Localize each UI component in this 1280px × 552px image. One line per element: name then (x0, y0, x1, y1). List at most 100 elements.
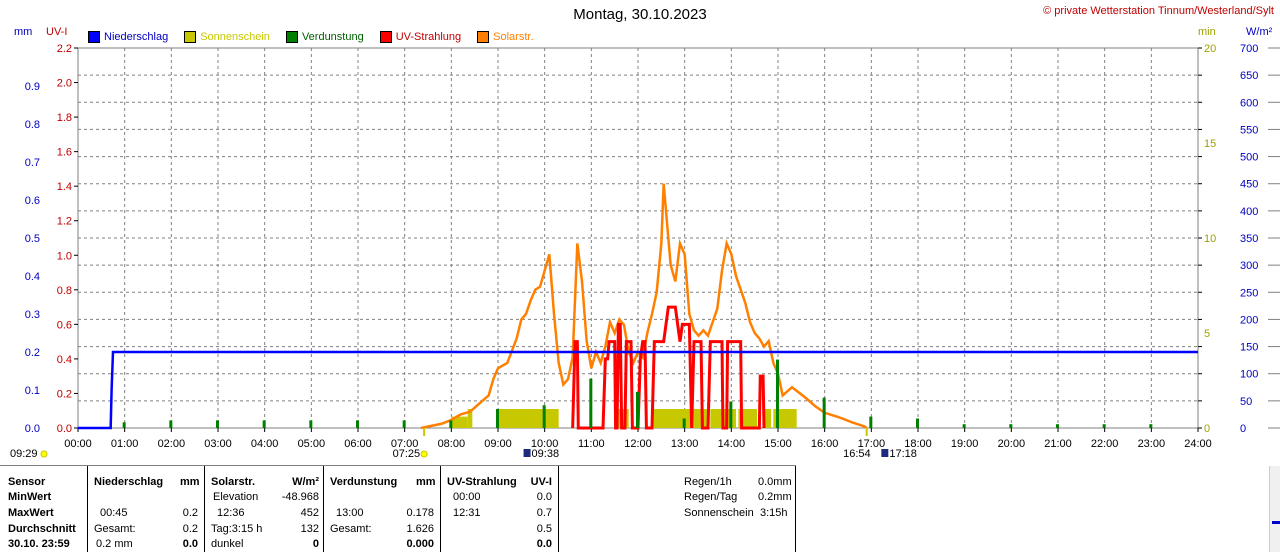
axis-x-tick: 20:00 (998, 438, 1026, 450)
sonnenschein-block (451, 416, 468, 428)
solar-unit: W/m² (292, 476, 319, 488)
legend-label: UV-Strahlung (395, 31, 462, 43)
axis-uv-tick: 0.0 (57, 423, 72, 435)
axis-min-tick: 20 (1204, 43, 1216, 55)
marker-max-time: 09:38 (532, 448, 560, 460)
legend-item-0: Niederschlag (88, 31, 168, 43)
chart-title: Montag, 30.10.2023 (573, 6, 707, 23)
legend-label: Solarstr. (493, 31, 534, 43)
axis-wm2-tick: 100 (1240, 369, 1258, 381)
axis-uv-tick: 1.8 (57, 112, 72, 124)
niederschlag-line (78, 350, 1198, 430)
verdunstung-bar (822, 397, 826, 428)
uv-min-time: 00:00 (453, 491, 481, 503)
axis-x-tick: 14:00 (718, 438, 746, 450)
niederschlag-total-label: Gesamt: (94, 523, 136, 535)
verdunstung-bar (589, 378, 593, 428)
marker-sunrise-time: 07:25 (393, 448, 421, 460)
axis-uv-tick: 2.2 (57, 43, 72, 55)
verdunstung-bar (869, 416, 873, 428)
axis-x-tick: 00:00 (64, 438, 92, 450)
legend-swatch (88, 31, 100, 43)
axis-x-tick: 22:00 (1091, 438, 1119, 450)
solar-dark-label: dunkel (211, 538, 244, 550)
axis-mm-tick: 0.8 (25, 119, 40, 131)
niederschlag-total-value: 0.2 (182, 523, 198, 535)
verdunstung-bar (449, 420, 453, 428)
table-label-date: 30.10. 23:59 (8, 538, 70, 550)
verdunstung-bar (916, 418, 919, 428)
niederschlag-unit: mm (180, 476, 200, 488)
verdunstung-bar (1056, 424, 1059, 428)
marker-left-time: 09:29 (10, 448, 38, 460)
solar-max-time: 12:36 (217, 507, 245, 519)
sonnenschein-block (764, 409, 771, 428)
solar-max-value: 452 (300, 507, 319, 519)
axis-x-tick: 04:00 (251, 438, 279, 450)
verdunstung-unit: mm (416, 476, 436, 488)
summary-sunshine-value: 3:15h (760, 507, 788, 519)
niederschlag-max-time: 00:45 (100, 507, 128, 519)
axis-wm2-tick: 250 (1240, 287, 1258, 299)
axis-mm-tick: 0.0 (25, 423, 40, 435)
verdunstung-bar (1102, 424, 1106, 428)
solar-header: Solarstr. (211, 476, 256, 488)
axis-mm-tick: 0.9 (25, 81, 40, 93)
uv-max-value: 0.7 (536, 507, 552, 519)
solar-elevation-label: Elevation (213, 491, 259, 503)
axis-uv-tick: 1.4 (57, 181, 72, 193)
uv-line (571, 305, 766, 430)
axis-uv-tick: 0.2 (57, 388, 72, 400)
niederschlag-current-value: 0.0 (182, 538, 198, 550)
table-col-verdunstung: Verdunstung mm 13:00 0.178 Gesamt: 1.626… (324, 466, 441, 552)
axis-min-tick: 10 (1204, 233, 1216, 245)
legend-item-3: UV-Strahlung (379, 31, 462, 43)
summary-rain-day-label: Regen/Tag (684, 491, 738, 503)
scrollbar-thumb[interactable] (1272, 521, 1280, 524)
verdunstung-bar (682, 418, 686, 428)
legend-swatch (379, 31, 392, 43)
legend-label: Verdunstung (301, 31, 364, 43)
axis-x-tick: 24:00 (1184, 438, 1212, 450)
axis-wm2-tick: 150 (1240, 342, 1258, 354)
niederschlag-max-value: 0.2 (182, 507, 198, 519)
verdunstung-total-value: 1.626 (406, 523, 434, 535)
axis-uv-tick: 2.0 (57, 78, 72, 90)
scrollbar[interactable] (1269, 466, 1280, 552)
verdunstung-max-value: 0.178 (406, 507, 434, 519)
axis-wm2-tick: 0 (1240, 423, 1246, 435)
table-col-summary: Regen/1h 0.0mm Regen/Tag 0.2mm Sonnensch… (559, 466, 796, 552)
marker-moon-time: 17:18 (889, 448, 917, 460)
solar-avg-value: 132 (300, 523, 319, 535)
verdunstung-bar (262, 420, 266, 428)
table-label-avg: Durchschnitt (8, 523, 76, 535)
summary-rain-hour-value: 0.0mm (758, 476, 792, 488)
legend: Niederschlag Sonnenschein Verdunstung UV-St… (88, 31, 550, 43)
uv-current-value: 0.0 (536, 538, 552, 550)
axis-x-tick: 11:00 (578, 438, 605, 450)
axis-x-tick: 09:00 (484, 438, 512, 450)
axis-wm2-tick: 550 (1240, 124, 1258, 136)
verdunstung-bar (542, 405, 546, 428)
unit-mm-label: mm (14, 26, 33, 38)
axis-x-tick: 08:00 (438, 438, 466, 450)
axis-x-tick: 21:00 (1044, 438, 1072, 450)
niederschlag-header: Niederschlag (94, 476, 164, 488)
legend-swatch (477, 31, 490, 43)
table-label-min: MinWert (8, 491, 52, 503)
axis-wm2-tick: 350 (1240, 233, 1258, 245)
axis-uv-tick: 0.6 (57, 319, 72, 331)
uv-min-value: 0.0 (536, 491, 552, 503)
niederschlag-current-label: 0.2 mm (96, 538, 133, 550)
axis-uv-tick: 0.4 (57, 354, 72, 366)
axis-wm2-tick: 700 (1240, 43, 1258, 55)
legend-item-2: Verdunstung (285, 31, 364, 43)
verdunstung-header: Verdunstung (330, 476, 398, 488)
sonnenschein-block (467, 409, 473, 428)
verdunstung-current-value: 0.000 (406, 538, 434, 550)
verdunstung-bar (169, 420, 173, 428)
weather-chart: 0.0 0.1 0.2 0.3 0.4 0.5 0.6 0.7 0.8 0.9 0.0 0.2 0.4 0… (0, 43, 1280, 466)
axis-mm-tick: 0.4 (25, 271, 40, 283)
axis-x-tick: 17:00 (858, 438, 886, 450)
verdunstung-max-time: 13:00 (336, 507, 364, 519)
